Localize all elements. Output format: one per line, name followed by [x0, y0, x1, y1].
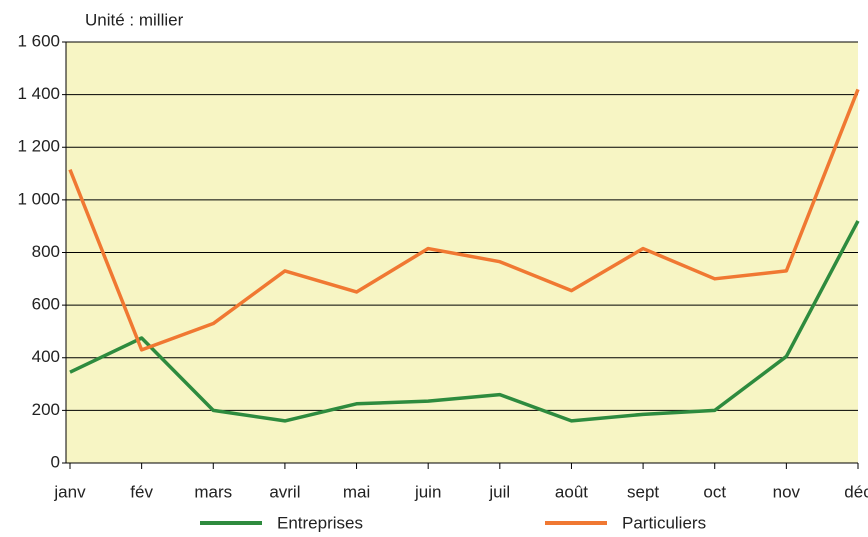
- data-line: [69, 220, 860, 423]
- x-tick-label: mai: [343, 482, 370, 501]
- x-tick-label: oct: [703, 482, 726, 501]
- x-tick-label: avril: [269, 482, 300, 501]
- x-tick-label: fév: [130, 482, 153, 501]
- y-tick-label: 1 600: [17, 31, 60, 50]
- x-tick-label: nov: [773, 482, 801, 501]
- x-tick-label: déc: [844, 482, 868, 501]
- y-tick-label: 600: [32, 295, 60, 314]
- y-tick-label: 1 200: [17, 137, 60, 156]
- y-tick-label: 400: [32, 347, 60, 366]
- y-tick-label: 200: [32, 400, 60, 419]
- x-tick-label: sept: [627, 482, 659, 501]
- x-tick-label: juin: [414, 482, 441, 501]
- legend-label: Entreprises: [277, 513, 363, 532]
- x-tick-label: juil: [488, 482, 510, 501]
- y-tick-label: 0: [51, 452, 60, 471]
- y-tick-label: 1 400: [17, 84, 60, 103]
- y-tick-label: 1 000: [17, 189, 60, 208]
- y-tick-label: 800: [32, 242, 60, 261]
- x-tick-label: août: [555, 482, 588, 501]
- legend-label: Particuliers: [622, 513, 706, 532]
- x-tick-label: mars: [194, 482, 232, 501]
- x-tick-label: janv: [53, 482, 86, 501]
- data-line: [68, 88, 860, 352]
- unit-annotation: Unité : millier: [85, 10, 184, 29]
